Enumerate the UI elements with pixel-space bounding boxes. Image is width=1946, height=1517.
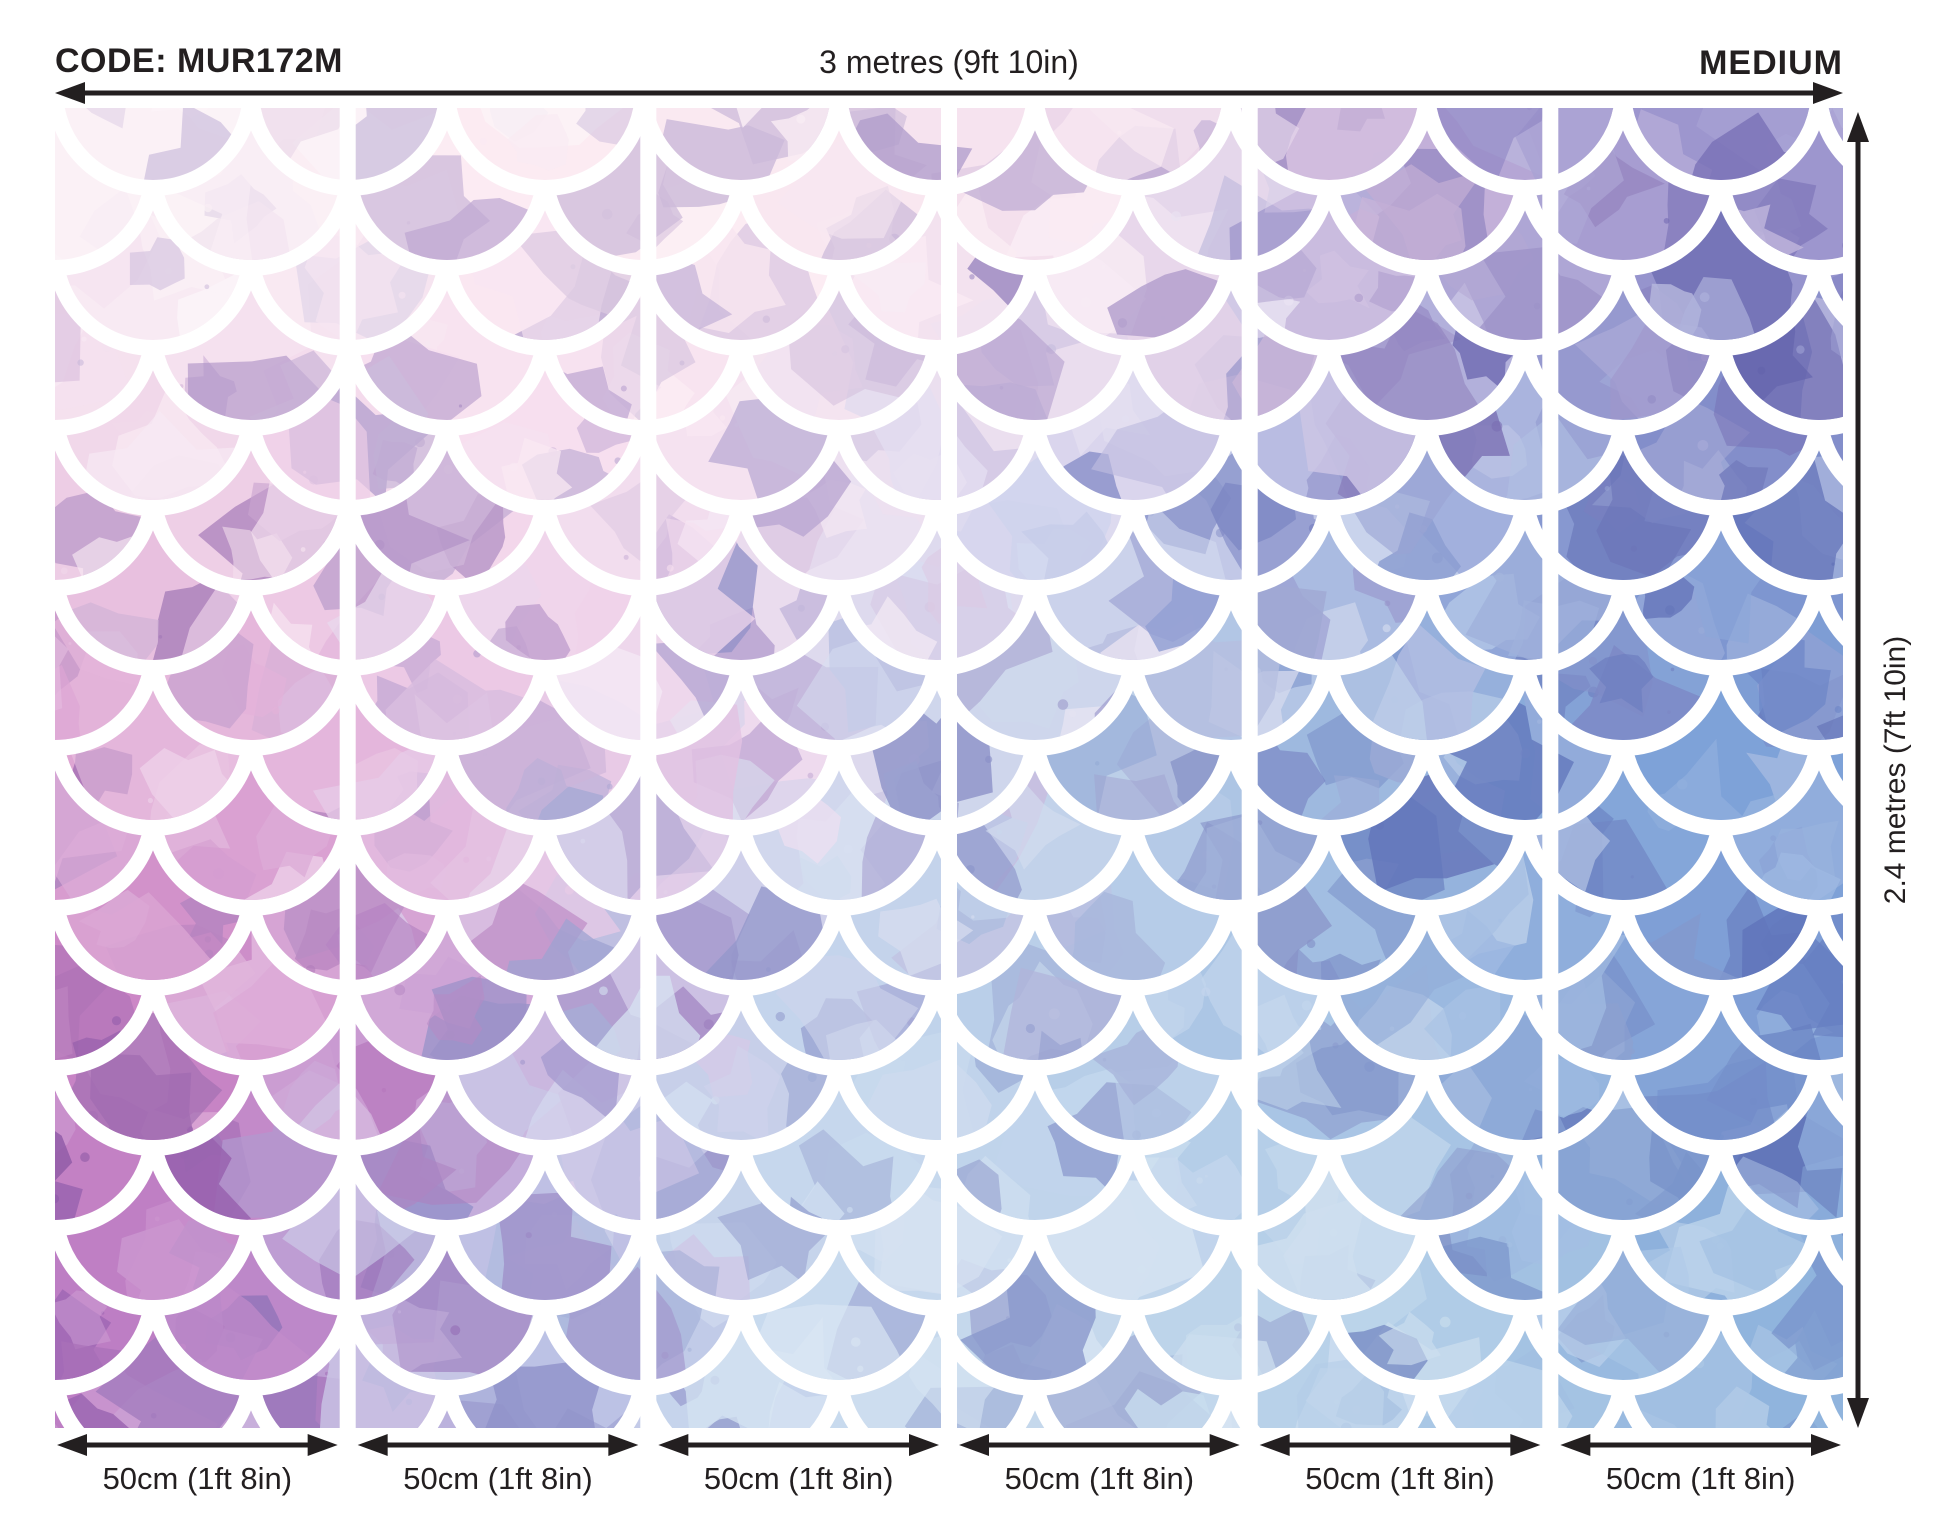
panel-width-arrow [1560, 1434, 1841, 1456]
mural-scale [1028, 108, 1238, 196]
width-dimension-arrow [55, 82, 1843, 104]
panel-width-label: 50cm (1ft 8in) [1004, 1461, 1195, 1496]
panel-gap [1542, 108, 1559, 1428]
panel-width-label: 50cm (1ft 8in) [703, 1461, 894, 1496]
mural-scale [636, 108, 846, 196]
mural-scale [1616, 108, 1826, 196]
mural-scale [55, 1329, 63, 1411]
mural-scale [1812, 108, 1843, 180]
panel-gap [1241, 108, 1258, 1428]
panel-width-arrow [658, 1434, 939, 1456]
total-height-label: 2.4 metres (7ft 10in) [1879, 635, 1912, 905]
total-width-label: 3 metres (9ft 10in) [819, 44, 1079, 80]
panel-width-label: 50cm (1ft 8in) [102, 1461, 293, 1496]
panel-width-label: 50cm (1ft 8in) [1605, 1461, 1796, 1496]
panel-width-arrow [57, 1434, 338, 1456]
size-badge-label: MEDIUM [1699, 44, 1843, 82]
product-code-label: CODE: MUR172M [55, 42, 343, 80]
mural-scale [55, 1009, 63, 1091]
mural-scale [1224, 108, 1434, 196]
panel-gap [941, 108, 957, 1428]
panel-gap [339, 108, 356, 1428]
height-dimension-arrow [1847, 112, 1869, 1428]
panel-width-arrow [357, 1434, 639, 1456]
mural-scale [55, 108, 258, 196]
dimension-arrows [55, 82, 1869, 1456]
panel-width-arrow [1259, 1434, 1541, 1456]
panel-width-arrow [959, 1434, 1240, 1456]
panel-width-label: 50cm (1ft 8in) [1305, 1461, 1495, 1496]
panel-gap [640, 108, 657, 1428]
mural-scale [440, 108, 650, 196]
panel-width-label: 50cm (1ft 8in) [403, 1461, 593, 1496]
